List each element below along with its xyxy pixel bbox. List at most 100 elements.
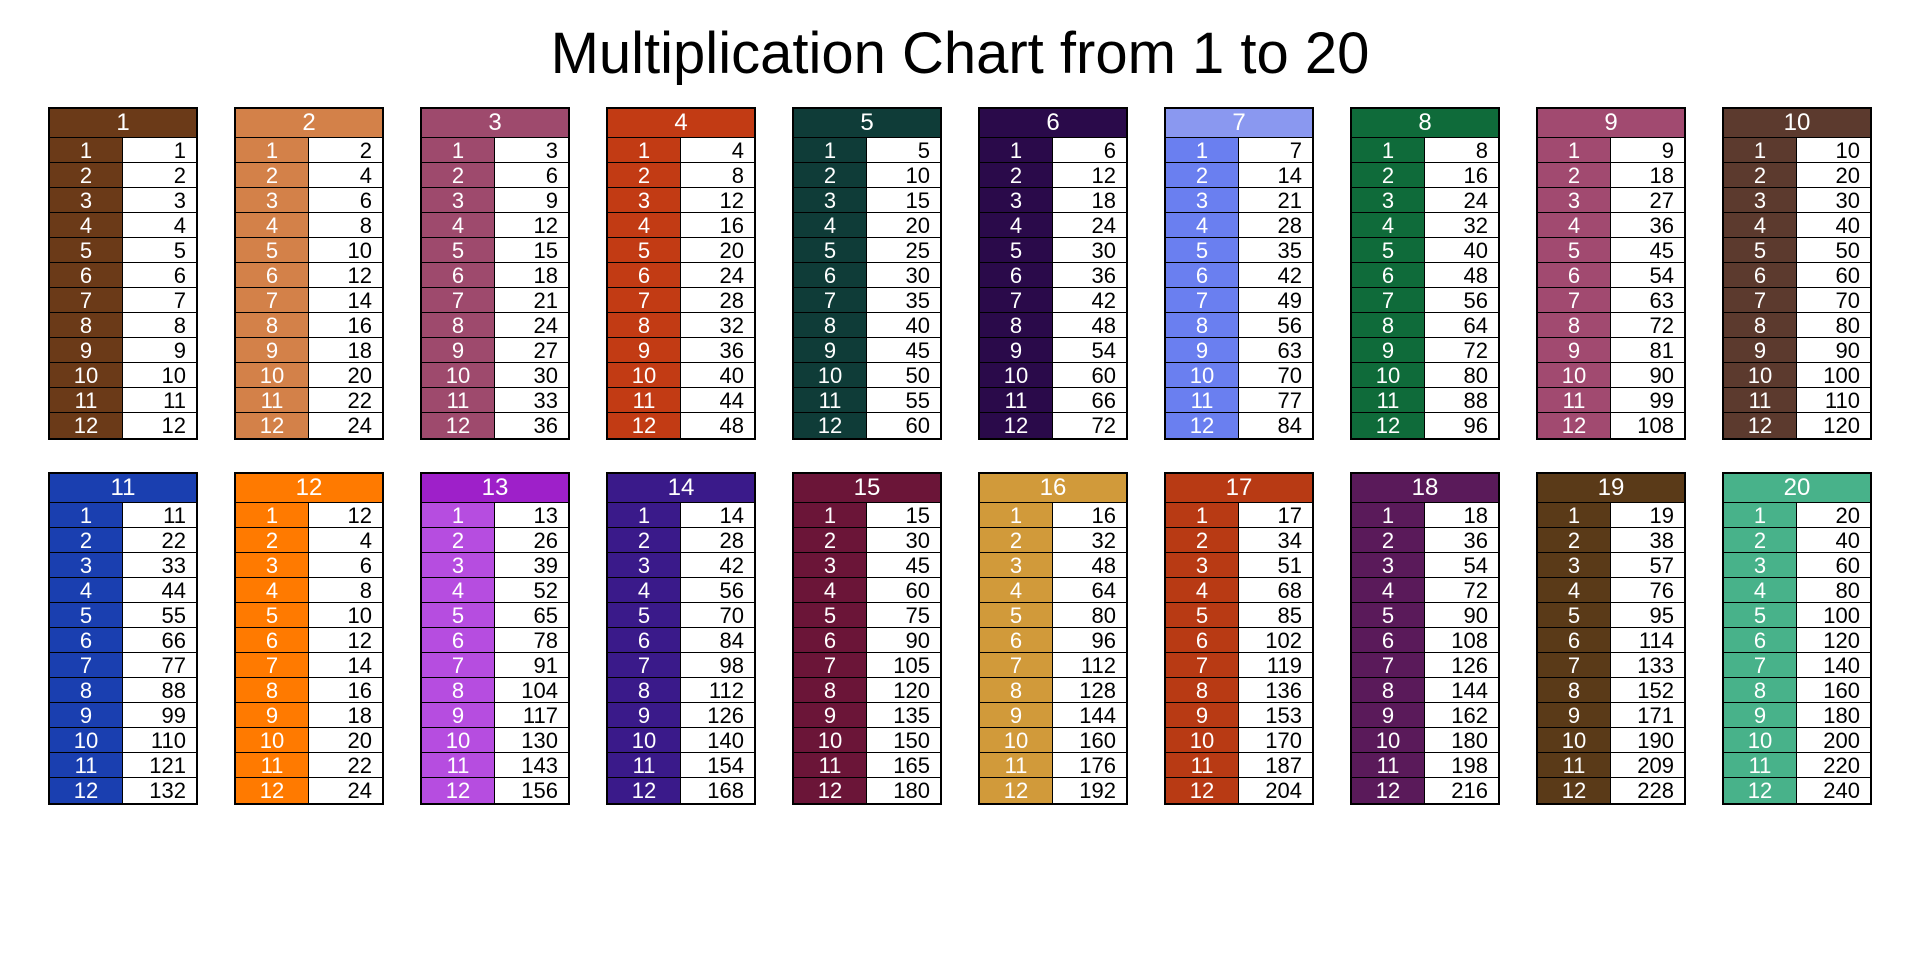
multiplier-cell: 4 [422, 578, 495, 602]
product-cell: 54 [1053, 338, 1126, 362]
table-row: 232 [980, 528, 1126, 553]
multiplier-cell: 8 [236, 678, 309, 702]
table-row: 318 [980, 188, 1126, 213]
product-cell: 6 [123, 263, 196, 287]
table-row: 1122 [236, 753, 382, 778]
table-row: 12228 [1538, 778, 1684, 803]
table-row: 357 [1538, 553, 1684, 578]
table-row: 1236 [422, 413, 568, 438]
table-row: 436 [1538, 213, 1684, 238]
product-cell: 6 [495, 163, 568, 187]
table-header: 9 [1538, 109, 1684, 138]
product-cell: 33 [123, 553, 196, 577]
table-row: 342 [608, 553, 754, 578]
product-cell: 48 [681, 413, 754, 438]
product-cell: 105 [867, 653, 940, 677]
times-table-11: 1111122233344455566677788899910110111211… [48, 472, 198, 805]
multiplier-cell: 3 [608, 188, 681, 212]
multiplier-cell: 5 [794, 238, 867, 262]
product-cell: 72 [1425, 338, 1498, 362]
table-row: 824 [422, 313, 568, 338]
product-cell: 72 [1425, 578, 1498, 602]
product-cell: 40 [681, 363, 754, 387]
multiplier-cell: 1 [1724, 138, 1797, 162]
multiplier-cell: 3 [1352, 188, 1425, 212]
product-cell: 100 [1797, 363, 1870, 387]
table-row: 12240 [1724, 778, 1870, 803]
product-cell: 2 [123, 163, 196, 187]
multiplier-cell: 1 [422, 503, 495, 527]
product-cell: 12 [681, 188, 754, 212]
multiplier-cell: 12 [1166, 413, 1239, 438]
table-body: 112233445566778899101011111212 [50, 138, 196, 438]
multiplier-cell: 1 [1166, 503, 1239, 527]
table-row: 981 [1538, 338, 1684, 363]
product-cell: 54 [1425, 553, 1498, 577]
table-row: 428 [1166, 213, 1312, 238]
multiplier-cell: 10 [1724, 363, 1797, 387]
table-header: 19 [1538, 474, 1684, 503]
product-cell: 22 [123, 528, 196, 552]
table-row: 77 [50, 288, 196, 313]
product-cell: 88 [1425, 388, 1498, 412]
multiplier-cell: 2 [1352, 528, 1425, 552]
table-row: 990 [1724, 338, 1870, 363]
table-body: 1162323484645806967112812891441016011176… [980, 503, 1126, 803]
times-table-3: 3132639412515618721824927103011331236 [420, 107, 570, 440]
table-row: 515 [422, 238, 568, 263]
product-cell: 21 [1239, 188, 1312, 212]
multiplier-cell: 8 [422, 678, 495, 702]
product-cell: 154 [681, 753, 754, 777]
table-row: 412 [422, 213, 568, 238]
product-cell: 13 [495, 503, 568, 527]
table-header: 3 [422, 109, 568, 138]
multiplier-cell: 7 [422, 653, 495, 677]
table-row: 11176 [980, 753, 1126, 778]
product-cell: 36 [495, 413, 568, 438]
multiplier-cell: 1 [1538, 503, 1611, 527]
multiplier-cell: 6 [422, 628, 495, 652]
table-row: 10170 [1166, 728, 1312, 753]
multiplier-cell: 9 [50, 703, 123, 727]
product-cell: 45 [1611, 238, 1684, 262]
product-cell: 81 [1611, 338, 1684, 362]
multiplier-cell: 3 [980, 553, 1053, 577]
product-cell: 28 [681, 288, 754, 312]
table-row: 1144 [608, 388, 754, 413]
multiplier-cell: 7 [1166, 288, 1239, 312]
multiplier-cell: 11 [1724, 753, 1797, 777]
multiplier-cell: 6 [1352, 628, 1425, 652]
table-row: 6108 [1352, 628, 1498, 653]
table-row: 480 [1724, 578, 1870, 603]
product-cell: 66 [1053, 388, 1126, 412]
multiplier-cell: 2 [1538, 528, 1611, 552]
table-body: 132639412515618721824927103011331236 [422, 138, 568, 438]
multiplier-cell: 2 [1166, 163, 1239, 187]
times-table-13: 1311322633945256567879181049117101301114… [420, 472, 570, 805]
multiplier-cell: 4 [1352, 578, 1425, 602]
multiplier-cell: 1 [50, 138, 123, 162]
table-row: 575 [794, 603, 940, 628]
product-cell: 39 [495, 553, 568, 577]
table-row: 28 [608, 163, 754, 188]
multiplier-cell: 11 [1352, 753, 1425, 777]
multiplier-cell: 3 [1538, 188, 1611, 212]
multiplier-cell: 4 [608, 213, 681, 237]
table-row: 770 [1724, 288, 1870, 313]
product-cell: 30 [1053, 238, 1126, 262]
product-cell: 80 [1797, 578, 1870, 602]
product-cell: 99 [1611, 388, 1684, 412]
multiplier-cell: 1 [608, 138, 681, 162]
table-row: 791 [422, 653, 568, 678]
table-row: 117 [1166, 503, 1312, 528]
multiplier-cell: 4 [794, 213, 867, 237]
product-cell: 10 [123, 363, 196, 387]
multiplier-cell: 11 [794, 753, 867, 777]
product-cell: 135 [867, 703, 940, 727]
multiplier-cell: 7 [794, 653, 867, 677]
multiplier-cell: 3 [236, 188, 309, 212]
product-cell: 120 [1797, 628, 1870, 652]
table-row: 8120 [794, 678, 940, 703]
multiplier-cell: 11 [1538, 753, 1611, 777]
table-row: 321 [1166, 188, 1312, 213]
